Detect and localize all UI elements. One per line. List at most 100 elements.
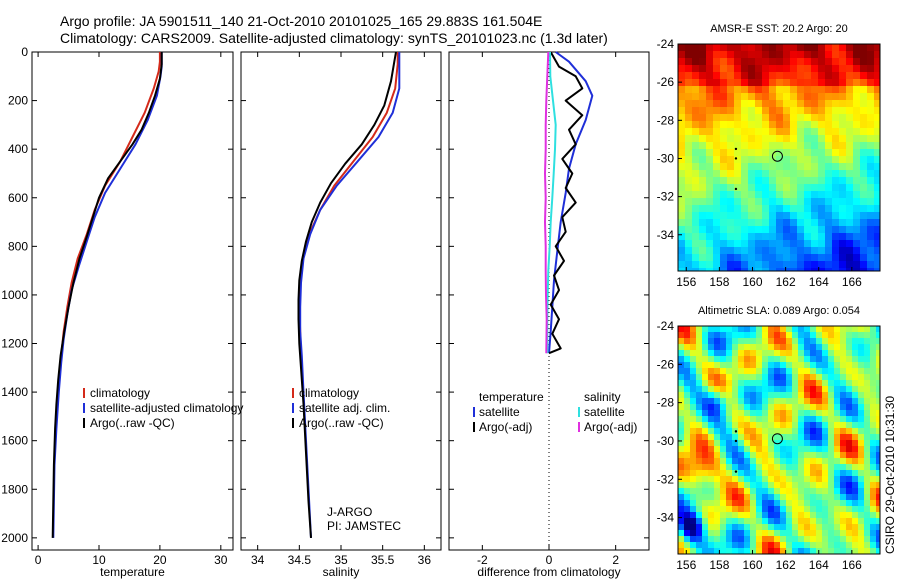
map-cell (734, 170, 742, 178)
map-cell (876, 458, 881, 465)
map-cell (798, 464, 805, 471)
map-cell (685, 240, 693, 248)
map-cell (748, 107, 756, 115)
map-cell (834, 356, 841, 363)
map-cell (776, 114, 784, 122)
map-cell (822, 344, 829, 351)
map-cell (744, 452, 751, 459)
map-cell (828, 440, 835, 447)
map-cell (714, 416, 721, 423)
map-cell (720, 212, 728, 220)
map-cell (685, 79, 693, 87)
depth-tick-label: 1800 (1, 482, 28, 496)
map-cell (768, 482, 775, 489)
map-cell (714, 482, 721, 489)
map-cell (846, 404, 853, 411)
map-cell (750, 374, 757, 381)
map-cell (832, 268, 840, 272)
map-cell (790, 79, 798, 87)
temperature-profile-xtick-label: 0 (35, 553, 42, 567)
map-cell (811, 156, 819, 164)
map-cell (839, 247, 847, 255)
map-cell (696, 458, 703, 465)
sla-map-ytick-label: -30 (657, 434, 675, 448)
map-cell (768, 350, 775, 357)
map-cell (732, 356, 739, 363)
map-cell (684, 326, 691, 333)
map-cell (690, 380, 697, 387)
map-cell (699, 44, 707, 52)
map-cell (828, 422, 835, 429)
map-cell (774, 356, 781, 363)
map-cell (769, 212, 777, 220)
map-cell (713, 114, 721, 122)
map-cell (762, 422, 769, 429)
map-cell (755, 261, 763, 269)
map-cell (678, 356, 685, 363)
map-cell (696, 446, 703, 453)
map-cell (720, 404, 727, 411)
temperature-profile-legend-label: satellite-adjusted climatology (90, 401, 243, 415)
map-cell (690, 404, 697, 411)
map-cell (853, 198, 861, 206)
map-cell (853, 65, 861, 73)
map-cell (853, 191, 861, 199)
map-cell (714, 392, 721, 399)
map-cell (678, 392, 685, 399)
map-cell (755, 128, 763, 136)
map-cell (783, 149, 791, 157)
map-cell (834, 392, 841, 399)
map-cell (762, 356, 769, 363)
map-cell (748, 128, 756, 136)
map-cell (774, 512, 781, 519)
sst-map-xtick-label: 166 (842, 275, 862, 289)
map-cell (756, 428, 763, 435)
map-cell (870, 548, 877, 555)
map-cell (713, 191, 721, 199)
map-cell (684, 410, 691, 417)
map-cell (738, 440, 745, 447)
map-cell (864, 368, 871, 375)
map-cell (708, 518, 715, 525)
map-cell (853, 149, 861, 157)
map-cell (727, 226, 735, 234)
map-cell (798, 410, 805, 417)
map-cell (708, 404, 715, 411)
map-cell (720, 205, 728, 213)
map-cell (797, 247, 805, 255)
map-cell (720, 488, 727, 495)
map-cell (692, 254, 700, 262)
map-cell (839, 107, 847, 115)
sst-map-profile-marker (771, 150, 783, 162)
map-cell (828, 530, 835, 537)
map-cell (797, 121, 805, 129)
map-cell (713, 226, 721, 234)
map-cell (720, 368, 727, 375)
map-cell (726, 500, 733, 507)
map-cell (768, 464, 775, 471)
map-cell (748, 233, 756, 241)
map-cell (678, 226, 686, 234)
map-cell (714, 548, 721, 555)
map-cell (839, 191, 847, 199)
map-cell (769, 142, 777, 150)
map-cell (860, 170, 868, 178)
map-cell (748, 65, 756, 73)
map-cell (804, 494, 811, 501)
map-cell (738, 530, 745, 537)
map-cell (822, 428, 829, 435)
map-cell (708, 500, 715, 507)
map-cell (699, 107, 707, 115)
map-cell (708, 446, 715, 453)
map-cell (762, 548, 769, 555)
map-cell (678, 58, 686, 66)
map-cell (846, 422, 853, 429)
map-cell (699, 72, 707, 80)
sla-map-ytick-label: -32 (657, 472, 675, 486)
map-cell (769, 156, 777, 164)
map-cell (750, 380, 757, 387)
map-cell (720, 219, 728, 227)
map-cell (690, 506, 697, 513)
map-cell (713, 149, 721, 157)
map-cell (839, 93, 847, 101)
